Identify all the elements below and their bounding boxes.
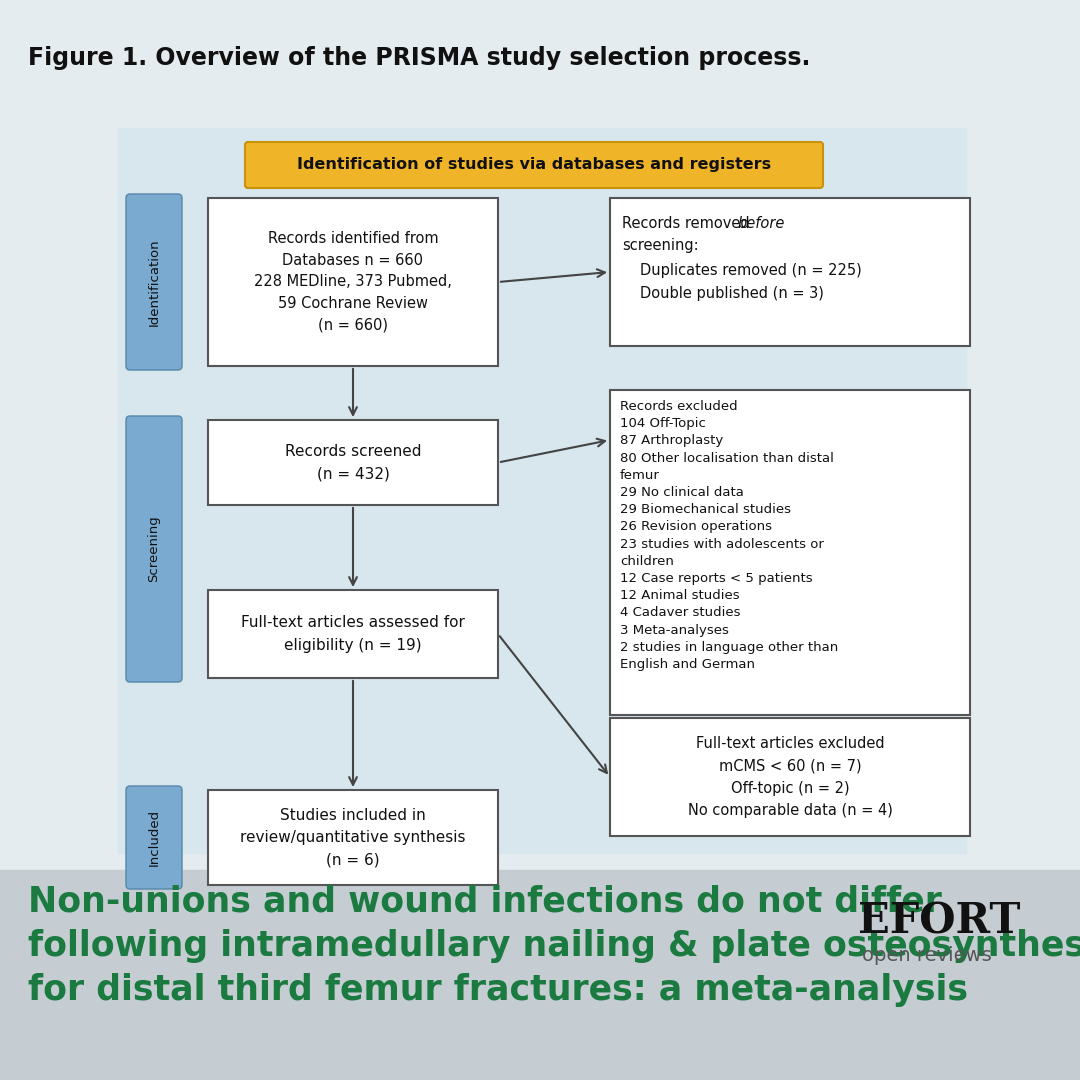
Text: Screening: Screening bbox=[148, 515, 161, 582]
Text: Identification of studies via databases and registers: Identification of studies via databases … bbox=[297, 158, 771, 173]
FancyBboxPatch shape bbox=[126, 194, 183, 370]
Text: for distal third femur fractures: a meta-analysis: for distal third femur fractures: a meta… bbox=[28, 973, 968, 1007]
Text: Double published (n = 3): Double published (n = 3) bbox=[640, 286, 824, 301]
FancyBboxPatch shape bbox=[208, 420, 498, 505]
Text: screening:: screening: bbox=[622, 238, 699, 253]
Text: Records removed: Records removed bbox=[622, 216, 754, 231]
Text: Figure 1. Overview of the PRISMA study selection process.: Figure 1. Overview of the PRISMA study s… bbox=[28, 46, 810, 70]
Text: Full-text articles assessed for
eligibility (n = 19): Full-text articles assessed for eligibil… bbox=[241, 616, 464, 652]
FancyBboxPatch shape bbox=[208, 590, 498, 678]
Text: Identification: Identification bbox=[148, 239, 161, 326]
Text: Full-text articles excluded
mCMS < 60 (n = 7)
Off-topic (n = 2)
No comparable da: Full-text articles excluded mCMS < 60 (n… bbox=[688, 737, 892, 818]
FancyBboxPatch shape bbox=[208, 198, 498, 366]
Text: Duplicates removed (n = 225): Duplicates removed (n = 225) bbox=[640, 264, 862, 278]
FancyBboxPatch shape bbox=[126, 786, 183, 889]
Text: before: before bbox=[737, 216, 784, 231]
Text: Records identified from
Databases n = 660
228 MEDline, 373 Pubmed,
59 Cochrane R: Records identified from Databases n = 66… bbox=[254, 231, 451, 333]
Text: Records excluded
104 Off-Topic
87 Arthroplasty
80 Other localisation than distal: Records excluded 104 Off-Topic 87 Arthro… bbox=[620, 400, 838, 671]
Text: Studies included in
review/quantitative synthesis
(n = 6): Studies included in review/quantitative … bbox=[240, 808, 465, 867]
Text: following intramedullary nailing & plate osteosynthesis: following intramedullary nailing & plate… bbox=[28, 929, 1080, 963]
FancyBboxPatch shape bbox=[610, 198, 970, 346]
Text: Records screened
(n = 432): Records screened (n = 432) bbox=[285, 444, 421, 481]
Bar bbox=[0, 0, 1080, 870]
Bar bbox=[118, 129, 966, 853]
Text: Included: Included bbox=[148, 809, 161, 866]
Text: open reviews: open reviews bbox=[862, 946, 991, 966]
FancyBboxPatch shape bbox=[126, 416, 183, 681]
FancyBboxPatch shape bbox=[610, 390, 970, 715]
Text: Non-unions and wound infections do not differ: Non-unions and wound infections do not d… bbox=[28, 885, 942, 919]
Text: EFORT: EFORT bbox=[858, 900, 1021, 942]
Bar bbox=[0, 870, 1080, 1080]
FancyBboxPatch shape bbox=[208, 789, 498, 885]
FancyBboxPatch shape bbox=[610, 718, 970, 836]
FancyBboxPatch shape bbox=[245, 141, 823, 188]
